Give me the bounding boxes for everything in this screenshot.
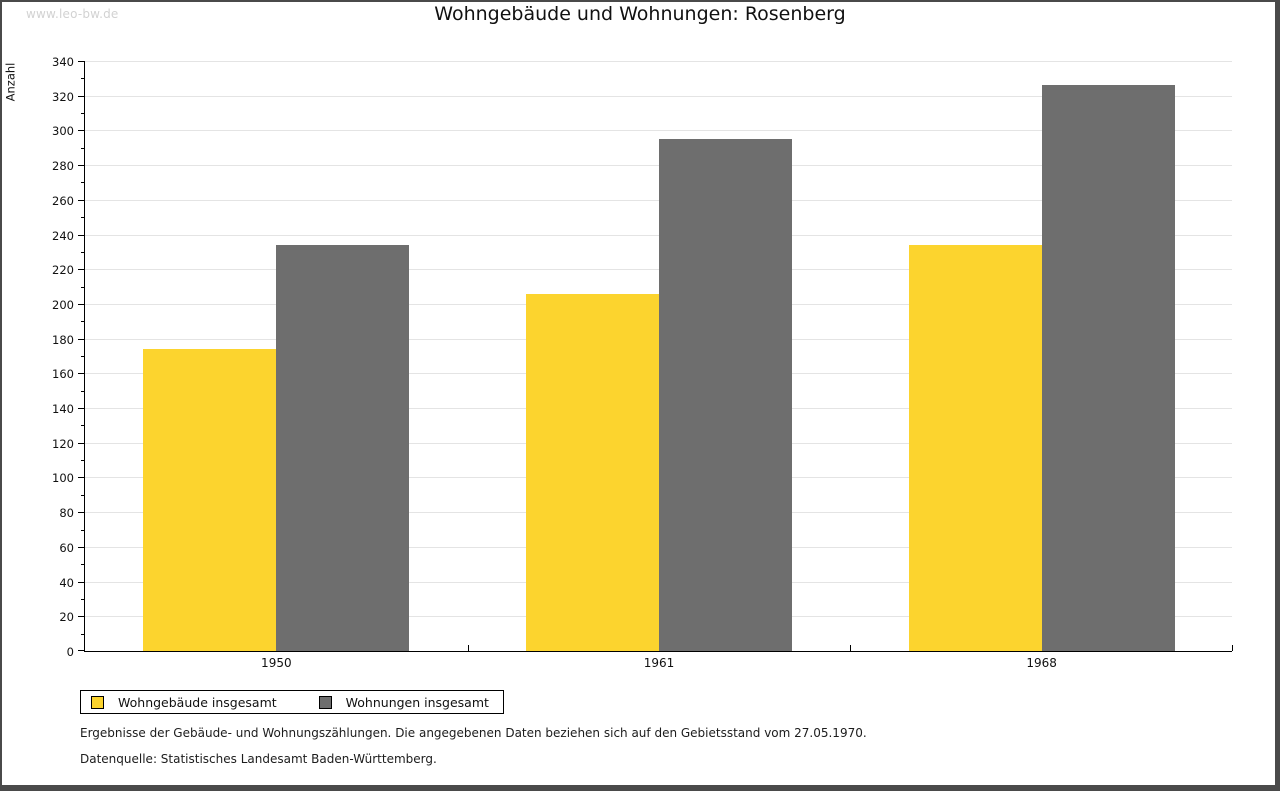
gridline <box>85 234 1232 236</box>
y-axis-tick-label: 140 <box>52 402 74 417</box>
y-axis-minor-tick <box>81 113 85 115</box>
plot-area: 0 20 40 60 80 100 120 140 160 180 200 220 240 260 280 3… <box>52 55 1233 670</box>
x-axis-divider-tick <box>468 645 469 651</box>
y-axis-tick-label: 240 <box>52 228 74 243</box>
gridline <box>85 61 1232 62</box>
y-axis-tick-label: 260 <box>52 193 74 208</box>
y-axis-tick-label: 180 <box>52 332 74 347</box>
x-axis-divider-tick <box>850 645 851 651</box>
y-axis-tick <box>78 269 85 271</box>
y-axis-tick <box>78 442 85 444</box>
legend-swatch <box>91 695 104 709</box>
y-axis-minor-tick <box>81 251 85 253</box>
x-axis-end-tick <box>1232 645 1233 651</box>
gridline <box>85 165 1232 167</box>
legend-label: Wohngebäude insgesamt <box>118 694 277 710</box>
y-axis-tick-label: 100 <box>52 471 74 486</box>
y-axis-minor-tick <box>81 494 85 496</box>
y-axis-minor-tick <box>81 564 85 566</box>
y-axis-tick <box>78 303 85 305</box>
legend-item: Wohnungen insgesamt <box>318 694 489 710</box>
x-axis-tick-label: 1968 <box>1026 656 1057 670</box>
y-axis-tick-label: 320 <box>52 89 74 104</box>
y-axis-minor-tick <box>81 321 85 323</box>
y-axis-minor-tick <box>81 633 85 635</box>
y-axis-tick-label: 160 <box>52 367 74 382</box>
bar-1968-wohngebaeude <box>909 245 1042 651</box>
y-axis-minor-tick <box>81 78 85 80</box>
y-axis-tick-label: 0 <box>66 645 74 659</box>
y-axis-tick <box>78 165 85 167</box>
y-axis-tick <box>78 234 85 236</box>
gridline <box>85 269 1232 271</box>
legend-label: Wohnungen insgesamt <box>345 694 489 710</box>
x-axis-tick-label: 1950 <box>261 656 292 670</box>
y-axis-tick <box>78 581 85 583</box>
frame-border-bottom <box>0 785 1280 791</box>
y-axis-tick-label: 280 <box>52 159 74 174</box>
bar-1961-wohnungen <box>659 139 792 651</box>
y-axis-minor-tick <box>81 390 85 392</box>
y-axis-tick-label: 200 <box>52 297 74 312</box>
y-axis-tick <box>78 338 85 340</box>
y-axis-tick-label: 340 <box>52 55 74 69</box>
chart-title: Wohngebäude und Wohnungen: Rosenberg <box>434 3 846 25</box>
y-axis-minor-tick <box>81 356 85 357</box>
y-axis-tick <box>78 130 85 132</box>
x-axis-tick-label: 1961 <box>643 656 675 670</box>
y-axis-tick-label: 20 <box>59 610 74 625</box>
bar-1961-wohngebaeude <box>526 294 659 651</box>
frame-border-left <box>0 0 2 791</box>
footer-datasource: Datenquelle: Statistisches Landesamt Bad… <box>80 752 437 766</box>
bar-1950-wohnungen <box>276 245 409 651</box>
y-axis-minor-tick <box>81 598 85 600</box>
y-axis-minor-tick <box>81 460 85 462</box>
y-axis-tick <box>78 650 85 651</box>
watermark: www.leo-bw.de <box>26 7 119 21</box>
legend: Wohngebäude insgesamt Wohnungen insgesamt <box>80 690 504 714</box>
legend-swatch <box>318 695 332 709</box>
y-axis-tick <box>78 373 85 375</box>
gridline <box>85 95 1232 97</box>
y-axis-minor-tick <box>81 425 85 427</box>
legend-item: Wohngebäude insgesamt <box>91 695 277 710</box>
y-axis-tick-label: 80 <box>59 506 74 521</box>
gridline <box>85 130 1232 132</box>
y-axis-title: Anzahl <box>3 62 18 102</box>
y-axis-minor-tick <box>81 529 85 531</box>
y-axis-tick-label: 120 <box>52 436 74 451</box>
y-axis-tick <box>78 546 85 548</box>
y-axis-tick <box>78 512 85 514</box>
y-axis-tick <box>78 408 85 410</box>
y-axis-minor-tick <box>81 147 85 149</box>
y-axis-tick <box>78 616 85 618</box>
y-axis-tick <box>78 199 85 201</box>
bar-1968-wohnungen <box>1042 85 1175 651</box>
y-axis-tick-label: 300 <box>52 124 74 139</box>
y-axis-tick <box>78 61 85 62</box>
bar-1950-wohngebaeude <box>143 349 276 651</box>
y-axis-minor-tick <box>81 286 85 288</box>
y-axis-tick <box>78 95 85 97</box>
frame-border-right <box>1275 0 1280 791</box>
y-axis-tick-label: 40 <box>59 575 74 590</box>
gridline <box>85 199 1232 201</box>
y-axis-tick-label: 60 <box>59 540 74 555</box>
y-axis-minor-tick <box>81 182 85 184</box>
y-axis-tick-label: 220 <box>52 263 74 278</box>
frame-border-top <box>0 0 1280 2</box>
y-axis-minor-tick <box>81 217 85 219</box>
footer-note: Ergebnisse der Gebäude- und Wohnungszähl… <box>80 726 867 740</box>
y-axis-tick <box>78 477 85 479</box>
